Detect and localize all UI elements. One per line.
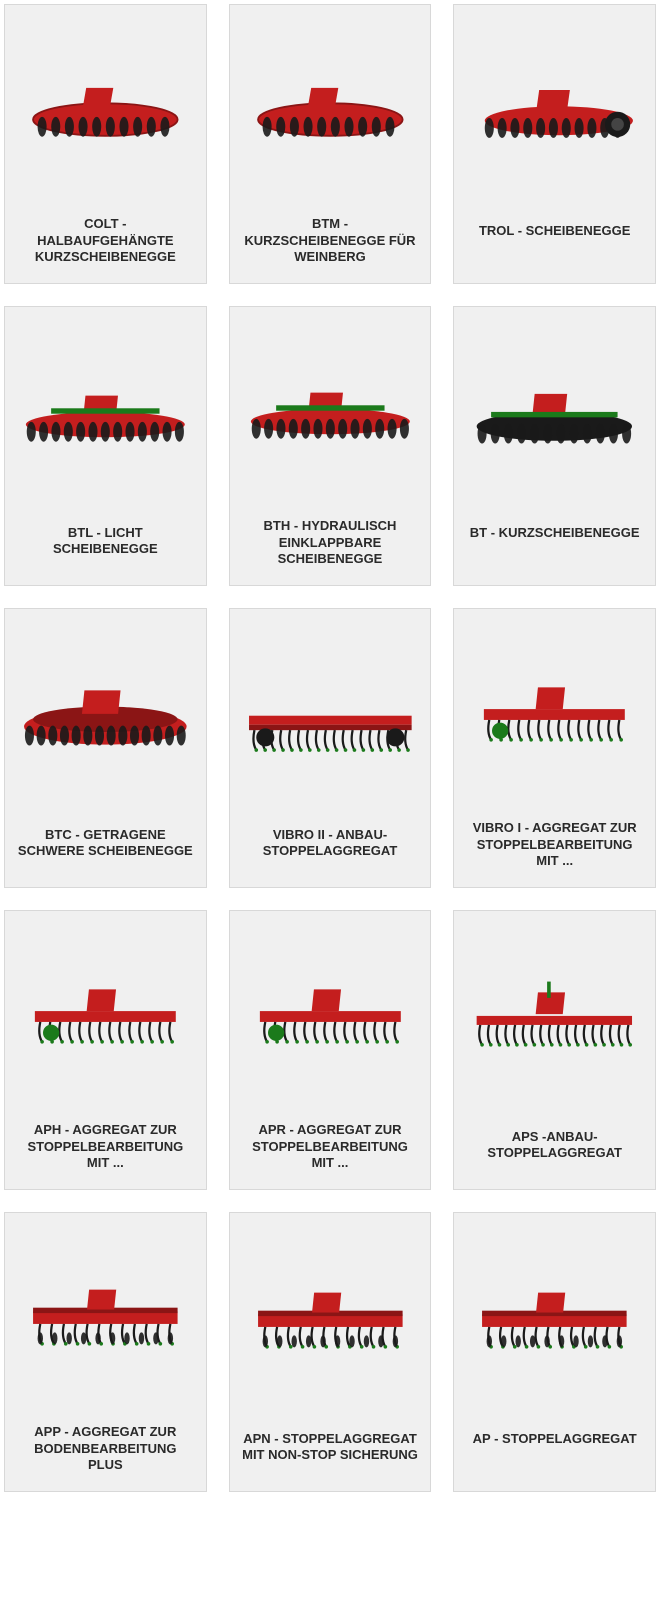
product-card[interactable]: APP - AGGREGAT ZUR BODENBEARBEITUNG PLUS	[4, 1212, 207, 1492]
product-title: APR - AGGREGAT ZUR STOPPELBEARBEITUNG MI…	[230, 1112, 431, 1189]
product-image	[5, 5, 206, 206]
product-card[interactable]: AP - STOPPELAGGREGAT	[453, 1212, 656, 1492]
product-card[interactable]: BTC - GETRAGENE SCHWERE SCHEIBENEGGE	[4, 608, 207, 888]
product-image	[5, 911, 206, 1112]
product-card[interactable]: APH - AGGREGAT ZUR STOPPELBEARBEITUNG MI…	[4, 910, 207, 1190]
product-image	[230, 1213, 431, 1421]
product-image	[5, 609, 206, 817]
product-card[interactable]: BT - KURZSCHEIBENEGGE	[453, 306, 656, 586]
product-title: VIBRO I - AGGREGAT ZUR STOPPELBEARBEITUN…	[454, 810, 655, 887]
product-card[interactable]: APS -ANBAU-STOPPELAGGREGAT	[453, 910, 656, 1190]
product-image	[230, 307, 431, 508]
product-image	[230, 609, 431, 817]
product-card[interactable]: VIBRO I - AGGREGAT ZUR STOPPELBEARBEITUN…	[453, 608, 656, 888]
product-title: APS -ANBAU-STOPPELAGGREGAT	[454, 1119, 655, 1189]
product-title: APN - STOPPELAGGREGAT MIT NON-STOP SICHE…	[230, 1421, 431, 1491]
product-image	[5, 1213, 206, 1414]
product-title: BTM - KURZSCHEIBENEGGE FÜR WEINBERG	[230, 206, 431, 283]
product-title: TROL - SCHEIBENEGGE	[454, 213, 655, 283]
product-image	[230, 5, 431, 206]
product-image	[5, 307, 206, 515]
product-card[interactable]: APN - STOPPELAGGREGAT MIT NON-STOP SICHE…	[229, 1212, 432, 1492]
product-title: AP - STOPPELAGGREGAT	[454, 1421, 655, 1491]
product-card[interactable]: VIBRO II - ANBAU-STOPPELAGGREGAT	[229, 608, 432, 888]
product-image	[454, 911, 655, 1119]
product-title: VIBRO II - ANBAU-STOPPELAGGREGAT	[230, 817, 431, 887]
product-title: BTL - LICHT SCHEIBENEGGE	[5, 515, 206, 585]
product-image	[454, 5, 655, 213]
product-title: BT - KURZSCHEIBENEGGE	[454, 515, 655, 585]
product-title: BTC - GETRAGENE SCHWERE SCHEIBENEGGE	[5, 817, 206, 887]
product-image	[454, 609, 655, 810]
product-card[interactable]: COLT - HALBAUFGEHÄNGTE KURZSCHEIBENEGGE	[4, 4, 207, 284]
product-image	[454, 307, 655, 515]
product-title: BTH - HYDRAULISCH EINKLAPPBARE SCHEIBENE…	[230, 508, 431, 585]
product-card[interactable]: APR - AGGREGAT ZUR STOPPELBEARBEITUNG MI…	[229, 910, 432, 1190]
product-card[interactable]: TROL - SCHEIBENEGGE	[453, 4, 656, 284]
product-card[interactable]: BTH - HYDRAULISCH EINKLAPPBARE SCHEIBENE…	[229, 306, 432, 586]
product-grid: COLT - HALBAUFGEHÄNGTE KURZSCHEIBENEGGE …	[4, 4, 656, 1492]
product-title: COLT - HALBAUFGEHÄNGTE KURZSCHEIBENEGGE	[5, 206, 206, 283]
product-card[interactable]: BTM - KURZSCHEIBENEGGE FÜR WEINBERG	[229, 4, 432, 284]
product-image	[454, 1213, 655, 1421]
product-image	[230, 911, 431, 1112]
product-card[interactable]: BTL - LICHT SCHEIBENEGGE	[4, 306, 207, 586]
product-title: APH - AGGREGAT ZUR STOPPELBEARBEITUNG MI…	[5, 1112, 206, 1189]
product-title: APP - AGGREGAT ZUR BODENBEARBEITUNG PLUS	[5, 1414, 206, 1491]
